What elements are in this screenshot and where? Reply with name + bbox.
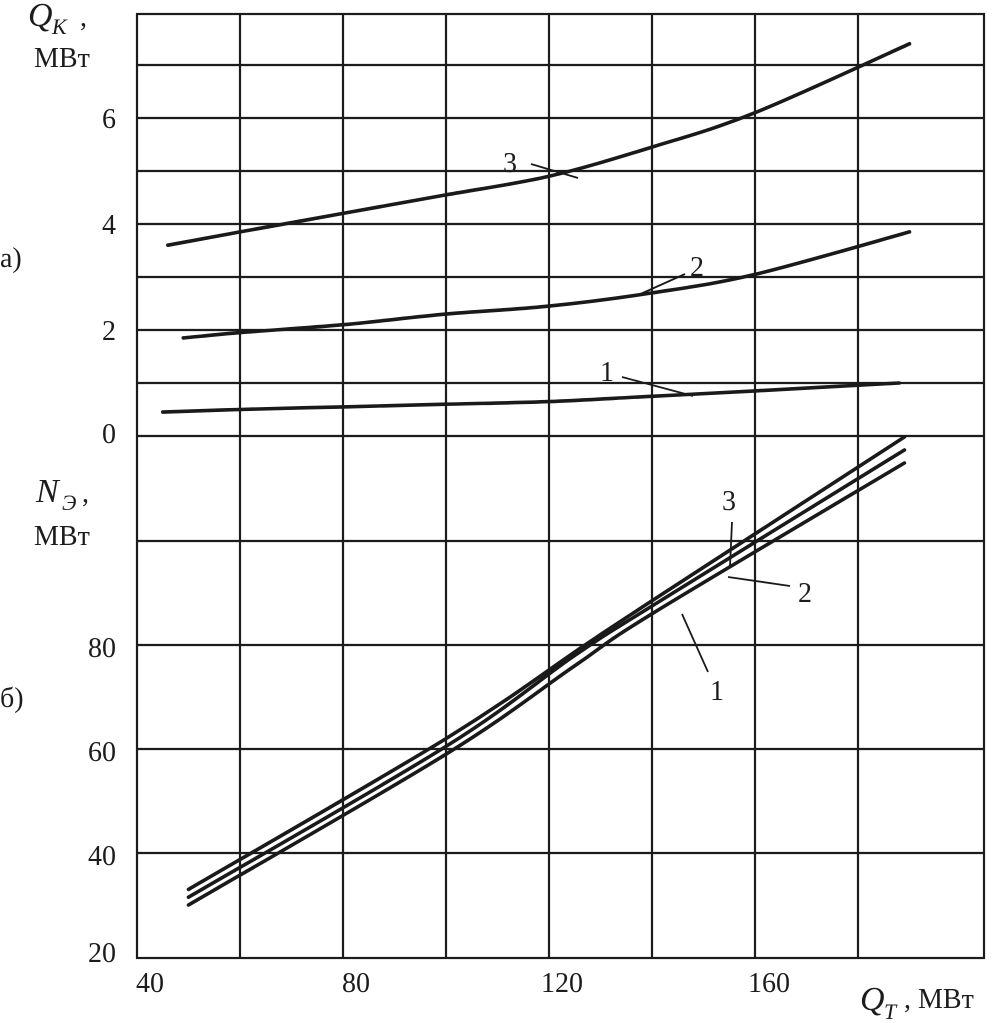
ya-tick-4: 4 <box>102 210 116 241</box>
curve-label-a1: 1 <box>600 357 614 388</box>
ya-tick-6: 6 <box>102 104 116 135</box>
leader-b1 <box>681 613 709 673</box>
x-symbol: Q <box>860 981 885 1018</box>
leader-a1 <box>621 376 694 397</box>
curve-label-a3: 3 <box>503 148 517 179</box>
series-b-1-line <box>186 461 907 907</box>
yb-unit: МВт <box>34 521 90 552</box>
ya-tick-0: 0 <box>102 419 116 450</box>
yb-tick-60: 60 <box>88 737 116 768</box>
ya-tick-2: 2 <box>102 316 116 347</box>
grid <box>135 12 986 960</box>
x-tick-40: 40 <box>136 968 164 999</box>
x-tick-80: 80 <box>342 968 370 999</box>
plot-frame <box>135 12 986 960</box>
leader-b3 <box>729 521 733 567</box>
leader-b2 <box>727 576 791 587</box>
yb-tick-40: 40 <box>88 841 116 872</box>
series-a-1-line <box>161 381 901 414</box>
x-tick-120: 120 <box>541 968 583 999</box>
panel-label-b: б) <box>0 683 24 714</box>
series-b-3-line <box>186 435 907 892</box>
leader-a3 <box>530 163 579 179</box>
curves <box>161 42 912 907</box>
panel-label-a: а) <box>0 243 22 274</box>
x-unit: , МВт <box>904 984 974 1015</box>
yb-symbol: N <box>35 473 61 510</box>
x-tick-160: 160 <box>748 968 790 999</box>
curve-label-a2: 2 <box>690 252 704 283</box>
ya-subscript: K <box>51 14 68 39</box>
curve-label-b2: 2 <box>798 578 812 609</box>
curve-label-b1: 1 <box>710 676 724 707</box>
yb-tick-80: 80 <box>88 633 116 664</box>
x-subscript: T <box>884 999 898 1023</box>
ya-unit: МВт <box>34 43 90 74</box>
yb-comma: , <box>82 478 89 509</box>
yb-subscript: Э <box>62 490 76 515</box>
series-a-2-line <box>181 230 912 340</box>
ya-symbol: Q <box>28 0 53 34</box>
leader-a2 <box>635 273 686 297</box>
series-a-3-line <box>166 42 912 247</box>
yb-tick-20: 20 <box>88 938 116 969</box>
curve-label-b3: 3 <box>722 486 736 517</box>
series-b-2-line <box>186 448 907 899</box>
ya-comma: , <box>80 2 87 33</box>
